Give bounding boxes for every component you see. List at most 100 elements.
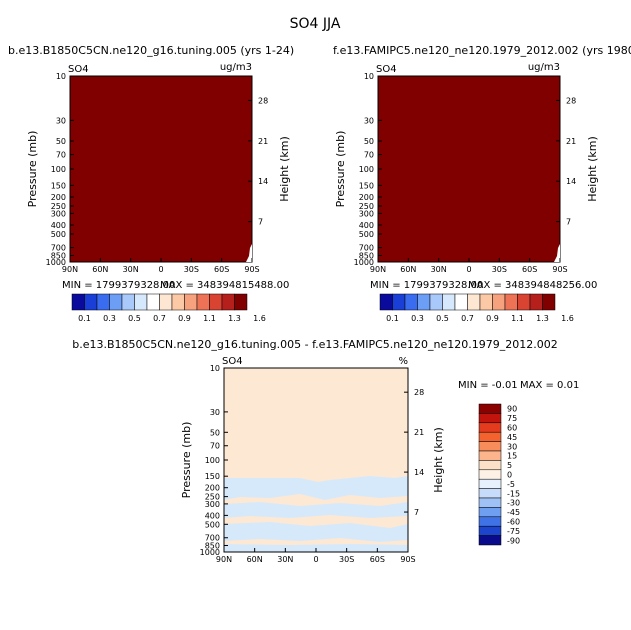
panel-obs-colorbar: 0.1 0.3 0.5 0.7 0.9 1.1 1.3 1.6 bbox=[379, 293, 574, 323]
x-tick-label: 30S bbox=[492, 265, 507, 274]
colorbar-swatch bbox=[517, 293, 531, 311]
colorbar-swatch bbox=[379, 293, 393, 311]
y-tick-label: 200 bbox=[205, 484, 220, 493]
panel-model-title: b.e13.B1850C5CN.ne120_g16.tuning.005 (yr… bbox=[8, 44, 294, 57]
colorbar-label: 45 bbox=[507, 433, 517, 442]
panel-obs-x-axis: 90N 60N 30N 0 30S 60S 90S bbox=[370, 258, 568, 274]
panel-model-max: MAX = 348394815488.00 bbox=[160, 280, 289, 291]
colorbar-label: 1.6 bbox=[253, 314, 266, 323]
y2-tick-label: 7 bbox=[566, 218, 571, 227]
y-tick-label: 700 bbox=[359, 244, 374, 253]
panel-diff-title: b.e13.B1850C5CN.ne120_g16.tuning.005 - f… bbox=[72, 338, 557, 351]
colorbar-label: 0.9 bbox=[486, 314, 499, 323]
colorbar-label: -15 bbox=[507, 489, 520, 498]
y-tick-label: 700 bbox=[205, 534, 220, 543]
colorbar-swatch bbox=[159, 293, 173, 311]
colorbar-swatch bbox=[234, 293, 248, 311]
colorbar-label: 0.7 bbox=[461, 314, 474, 323]
colorbar-swatch bbox=[478, 403, 502, 414]
y-tick-label: 300 bbox=[205, 500, 220, 509]
y-tick-label: 150 bbox=[205, 472, 220, 481]
colorbar-label: 0.5 bbox=[436, 314, 449, 323]
panel-obs-title: f.e13.FAMIPC5.ne120_ne120.1979_2012.002 … bbox=[333, 44, 631, 57]
colorbar-swatch bbox=[478, 525, 502, 536]
panel-obs-max: MAX = 348394848256.00 bbox=[468, 280, 597, 291]
colorbar-swatch bbox=[478, 497, 502, 508]
colorbar-swatch bbox=[209, 293, 223, 311]
x-tick-label: 30S bbox=[339, 555, 354, 564]
y2-tick-label: 28 bbox=[414, 388, 424, 397]
x-tick-label: 0 bbox=[313, 555, 318, 564]
panel-diff-variable: SO4 bbox=[222, 356, 243, 367]
y-tick-label: 1000 bbox=[354, 258, 374, 267]
x-tick-label: 90S bbox=[244, 265, 259, 274]
y-tick-label: 400 bbox=[51, 221, 66, 230]
y-tick-label: 400 bbox=[205, 511, 220, 520]
panel-diff-heatmap bbox=[224, 368, 408, 552]
panel-obs-units: ug/m3 bbox=[528, 62, 560, 73]
y-tick-label: 50 bbox=[56, 137, 66, 146]
panel-diff-x-axis: 90N 60N 30N 0 30S 60S 90S bbox=[216, 548, 416, 564]
panel-model-units: ug/m3 bbox=[220, 62, 252, 73]
panel-diff-y2-axis: 28 21 14 7 bbox=[404, 388, 424, 517]
colorbar-swatch bbox=[478, 431, 502, 442]
y2-tick-label: 14 bbox=[414, 468, 424, 477]
colorbar-label: -5 bbox=[507, 480, 515, 489]
y-tick-label: 100 bbox=[51, 165, 66, 174]
colorbar-swatch bbox=[478, 413, 502, 424]
x-tick-label: 30N bbox=[277, 555, 293, 564]
y2-tick-label: 7 bbox=[414, 508, 419, 517]
y2-tick-label: 28 bbox=[566, 96, 576, 105]
panel-diff-min: MIN = -0.01 bbox=[458, 380, 518, 391]
panel-diff-negative-band-mid bbox=[224, 502, 408, 518]
x-tick-label: 90S bbox=[400, 555, 415, 564]
panel-obs-corner-white bbox=[554, 244, 560, 262]
y-tick-label: 250 bbox=[205, 493, 220, 502]
colorbar-label: 1.3 bbox=[536, 314, 549, 323]
colorbar-label: 0.1 bbox=[78, 314, 91, 323]
colorbar-label: -45 bbox=[507, 508, 520, 517]
y-tick-label: 200 bbox=[51, 193, 66, 202]
panel-diff-max: MAX = 0.01 bbox=[520, 380, 579, 391]
x-tick-label: 90N bbox=[62, 265, 78, 274]
colorbar-swatch bbox=[504, 293, 518, 311]
colorbar-swatch bbox=[467, 293, 481, 311]
y-tick-label: 30 bbox=[56, 116, 66, 125]
colorbar-label: 0 bbox=[507, 471, 512, 480]
colorbar-swatch bbox=[478, 469, 502, 480]
y-tick-label: 200 bbox=[359, 193, 374, 202]
y-tick-label: 10 bbox=[210, 364, 220, 373]
x-tick-label: 90S bbox=[552, 265, 567, 274]
colorbar-swatch bbox=[478, 478, 502, 489]
colorbar-swatch bbox=[96, 293, 110, 311]
panel-model-min: MIN = 1799379328.00 bbox=[62, 280, 175, 291]
panel-model-corner-white bbox=[246, 244, 252, 262]
y-tick-label: 300 bbox=[51, 209, 66, 218]
colorbar-swatch bbox=[134, 293, 148, 311]
colorbar-swatch bbox=[196, 293, 210, 311]
panel-obs-heatmap bbox=[377, 75, 561, 263]
x-tick-label: 90N bbox=[216, 555, 232, 564]
panel-model-x-axis: 90N 60N 30N 0 30S 60S 90S bbox=[62, 258, 260, 274]
colorbar-swatch bbox=[171, 293, 185, 311]
colorbar-label: 30 bbox=[507, 442, 517, 451]
panel-diff-negative-regions bbox=[224, 476, 408, 552]
colorbar-swatch bbox=[478, 507, 502, 518]
panel-obs-y2-axis: 28 21 14 7 bbox=[556, 96, 576, 227]
colorbar-label: 75 bbox=[507, 414, 517, 423]
colorbar-swatch bbox=[478, 535, 502, 546]
y-tick-label: 1000 bbox=[200, 548, 220, 557]
panel-model-variable: SO4 bbox=[68, 64, 89, 75]
colorbar-swatch bbox=[392, 293, 406, 311]
x-tick-label: 60S bbox=[214, 265, 229, 274]
y2-tick-label: 21 bbox=[566, 137, 576, 146]
x-tick-label: 60N bbox=[400, 265, 416, 274]
y-tick-label: 150 bbox=[359, 181, 374, 190]
y-tick-label: 1000 bbox=[46, 258, 66, 267]
colorbar-swatch bbox=[478, 460, 502, 471]
panel-obs-ylabel: Pressure (mb) bbox=[334, 131, 347, 208]
panel-model: b.e13.B1850C5CN.ne120_g16.tuning.005 (yr… bbox=[8, 44, 294, 323]
